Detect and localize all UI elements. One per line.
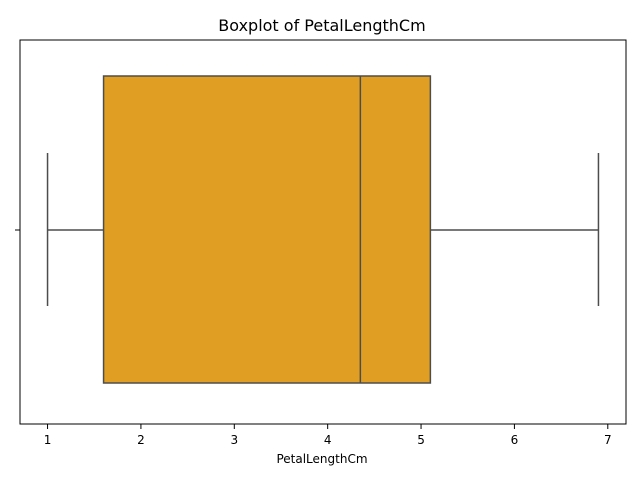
x-tick-label: 5 (417, 433, 425, 447)
x-tick-label: 3 (230, 433, 238, 447)
chart-title: Boxplot of PetalLengthCm (218, 16, 425, 35)
box-group (46, 75, 600, 384)
x-axis-label: PetalLengthCm (276, 452, 367, 466)
x-tick-label: 4 (324, 433, 332, 447)
x-tick-label: 2 (137, 433, 145, 447)
x-tick-label: 7 (604, 433, 612, 447)
x-tick-label: 6 (511, 433, 519, 447)
plot-area-frame (19, 39, 627, 425)
interquartile-box (102, 75, 432, 384)
x-axis-ticks: 1 2 3 4 5 6 7 (44, 424, 612, 447)
x-tick-label: 1 (44, 433, 52, 447)
